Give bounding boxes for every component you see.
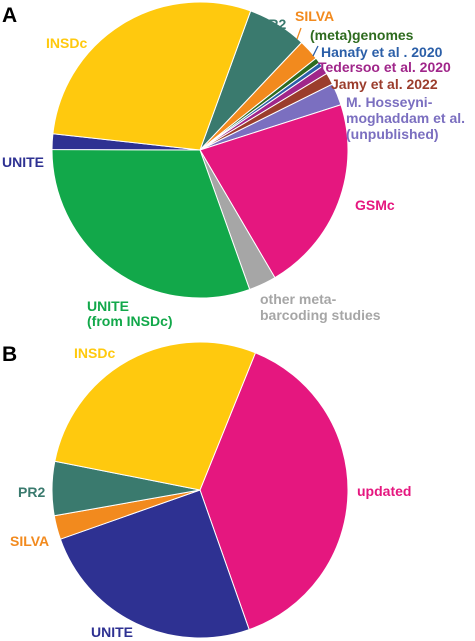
label-a-unite-insdc-line2: (from INSDc): [87, 313, 173, 329]
label-a-hosseyni-line3: (unpublished): [346, 126, 439, 142]
label-a-other-line1: other meta-: [260, 291, 337, 307]
label-a-hosseyni-line2: moghaddam et al.: [346, 110, 465, 126]
label-a-jamy: Jamy et al. 2022: [331, 76, 438, 92]
pie-chart-a: [51, 1, 349, 299]
pie-slice-insdc: [52, 1, 252, 151]
pie-slice-insdc: [54, 341, 257, 491]
panel-label-a: A: [2, 4, 17, 27]
label-a-pr2: PR2: [259, 16, 286, 32]
label-a-gsmc: GSMc: [355, 197, 395, 213]
label-b-insdc: INSDc: [74, 345, 115, 361]
label-b-unite: UNITE: [91, 624, 133, 640]
pie-chart-b: [51, 341, 349, 639]
label-a-hanafy: Hanafy et al . 2020: [321, 44, 443, 60]
label-a-hosseyni-line1: M. Hosseyni-: [346, 94, 433, 110]
label-b-silva: SILVA: [10, 533, 49, 549]
label-a-other-line2: barcoding studies: [260, 307, 381, 323]
label-a-tedersoo: Tedersoo et al. 2020: [318, 59, 451, 75]
pie-slice-updated: [199, 352, 349, 631]
label-a-unite: UNITE: [2, 154, 44, 170]
pie-slice-unite-from-insdc: [51, 148, 251, 299]
leader-a-hanafy: [312, 45, 319, 57]
panel-label-b: B: [2, 343, 17, 366]
label-a-silva: SILVA: [295, 8, 334, 24]
pie-slice-unite: [59, 489, 250, 639]
label-a-metagenomes: (meta)genomes: [310, 27, 414, 43]
leader-a-silva: [296, 27, 302, 40]
label-b-pr2: PR2: [18, 484, 45, 500]
pie-slice-gsmc: [199, 104, 349, 279]
label-a-insdc: INSDc: [46, 35, 87, 51]
label-b-updated: updated: [357, 483, 411, 499]
label-a-unite-insdc-line1: UNITE: [87, 298, 129, 314]
